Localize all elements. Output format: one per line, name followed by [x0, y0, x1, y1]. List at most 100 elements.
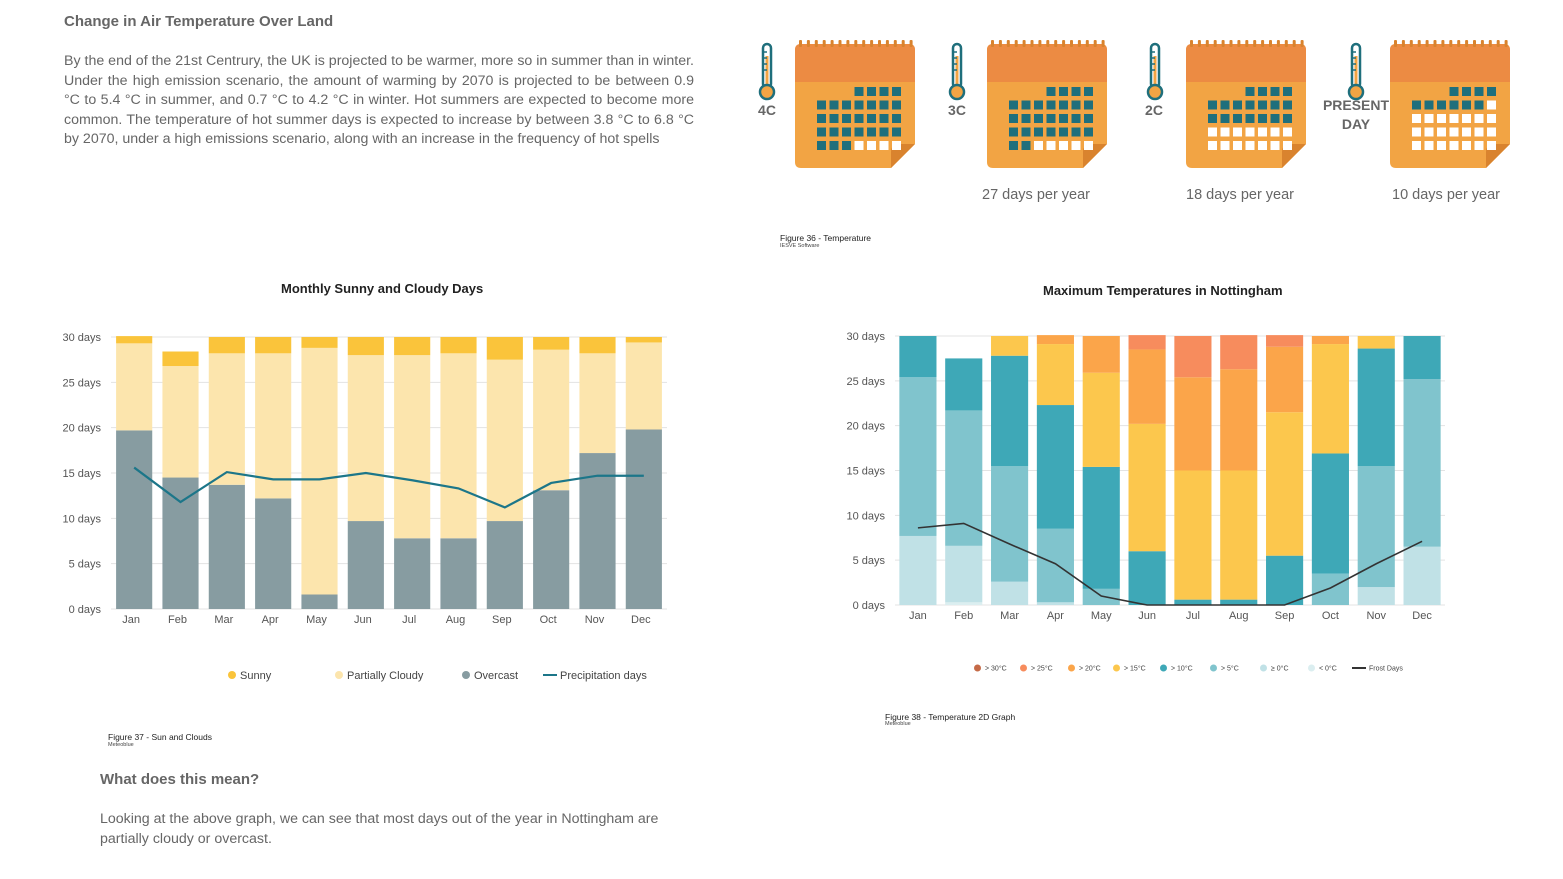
bar-segment — [1174, 599, 1212, 605]
bar-segment — [1036, 528, 1074, 603]
x-tick-label: May — [306, 614, 327, 626]
calendar-icon — [1390, 40, 1510, 168]
bar-segment — [208, 337, 245, 354]
bar-segment — [1128, 551, 1166, 605]
bar-segment — [486, 337, 523, 360]
bar-segment — [579, 353, 616, 454]
x-tick-label: Jul — [402, 614, 416, 626]
calendar-icon — [1186, 40, 1306, 168]
y-tick-label: 15 days — [62, 468, 101, 480]
legend-label: < 0°C — [1319, 664, 1337, 672]
y-tick-label: 5 days — [69, 559, 102, 571]
x-tick-label: Jul — [1186, 610, 1200, 622]
y-tick-label: 0 days — [853, 600, 886, 612]
legend-label: Overcast — [474, 670, 518, 682]
x-tick-label: Dec — [1412, 610, 1432, 622]
bar-segment — [1082, 466, 1120, 589]
thermometer-icon — [1347, 42, 1365, 101]
bar-segment — [1357, 466, 1395, 588]
scenario-label: PRESENT DAY — [1322, 97, 1390, 132]
legend-label: > 20°C — [1079, 664, 1101, 672]
bar-segment — [945, 358, 983, 411]
legend-label: > 15°C — [1124, 664, 1146, 672]
bar-segment — [1403, 336, 1441, 380]
bar-segment — [945, 602, 983, 605]
bar-segment — [255, 498, 292, 609]
bar-segment — [1220, 599, 1258, 605]
figure-36-caption: Figure 36 - Temperature — [780, 233, 872, 243]
legend-label: > 25°C — [1031, 664, 1053, 672]
bar-segment — [1036, 335, 1074, 345]
bar-segment — [899, 377, 937, 536]
bar-segment — [1174, 470, 1212, 600]
y-tick-label: 30 days — [62, 332, 101, 344]
bar-segment — [1311, 344, 1349, 454]
bar-segment — [579, 337, 616, 354]
y-tick-label: 25 days — [62, 377, 101, 389]
bar-segment — [1266, 555, 1304, 605]
bar-segment — [347, 355, 384, 522]
x-tick-label: Sep — [1275, 610, 1295, 622]
bar-segment — [1082, 372, 1120, 467]
bar-segment — [1128, 335, 1166, 350]
bar-segment — [1266, 346, 1304, 413]
y-tick-label: 20 days — [846, 421, 885, 433]
bar-segment — [1266, 412, 1304, 556]
bar-segment — [116, 336, 153, 344]
x-tick-label: Apr — [262, 614, 279, 626]
bar-segment — [394, 337, 431, 356]
bar-segment — [116, 430, 153, 609]
bar-segment — [440, 337, 477, 354]
bar-segment — [116, 343, 153, 431]
bar-segment — [1220, 369, 1258, 471]
bar-segment — [208, 484, 245, 609]
bar-segment — [1082, 588, 1120, 605]
page-title: Change in Air Temperature Over Land — [64, 13, 334, 30]
bar-segment — [991, 581, 1029, 605]
max-temperature-chart: 0 days 5 days 10 days 15 days 20 days 25 days… — [846, 331, 1445, 672]
legend-swatch — [974, 664, 981, 672]
x-tick-label: Nov — [585, 614, 605, 626]
intro-paragraph: By the end of the 21st Centrury, the UK … — [64, 53, 694, 147]
bar-segment — [1036, 602, 1074, 605]
y-tick-label: 0 days — [69, 604, 102, 616]
x-tick-label: Apr — [1047, 610, 1064, 622]
bar-segment — [579, 453, 616, 609]
legend-swatch — [228, 671, 236, 679]
bar-segment — [440, 353, 477, 539]
bar-segment — [1128, 349, 1166, 424]
bar-segment — [486, 359, 523, 522]
bar-segment — [1311, 573, 1349, 605]
x-tick-label: Dec — [631, 614, 651, 626]
x-tick-label: Jun — [1138, 610, 1156, 622]
bar-segment — [394, 538, 431, 609]
legend-swatch — [462, 671, 470, 679]
bar-segment — [1311, 453, 1349, 574]
legend-swatch — [1308, 664, 1315, 672]
legend-swatch — [1020, 664, 1027, 672]
figure-38-source: Meteoblue — [885, 721, 911, 727]
bar-segment — [1174, 336, 1212, 378]
legend-swatch — [335, 671, 343, 679]
legend-label: > 30°C — [985, 664, 1007, 672]
bar-segment — [347, 521, 384, 609]
scenario-label: 4C — [758, 102, 776, 118]
bar-segment — [625, 337, 662, 343]
bar-segment — [533, 337, 570, 350]
y-tick-label: 25 days — [846, 376, 885, 388]
figure-36-source: IESVE Software — [780, 243, 820, 249]
x-tick-label: Jun — [354, 614, 372, 626]
thermometer-icon — [948, 42, 966, 101]
x-tick-label: Jan — [909, 610, 927, 622]
x-tick-label: Oct — [540, 614, 557, 626]
legend-label: Precipitation days — [560, 670, 647, 682]
legend-swatch — [1068, 664, 1075, 672]
bar-segment — [301, 337, 338, 348]
bar-segment — [1036, 405, 1074, 529]
bar-segment — [625, 429, 662, 609]
sunny-cloudy-chart: 0 days 5 days 10 days 15 days 20 days 25 days… — [62, 332, 667, 682]
bar-segment — [301, 594, 338, 609]
bar-segment — [301, 347, 338, 595]
thermometer-icon — [758, 42, 776, 101]
line-series — [917, 522, 1423, 606]
